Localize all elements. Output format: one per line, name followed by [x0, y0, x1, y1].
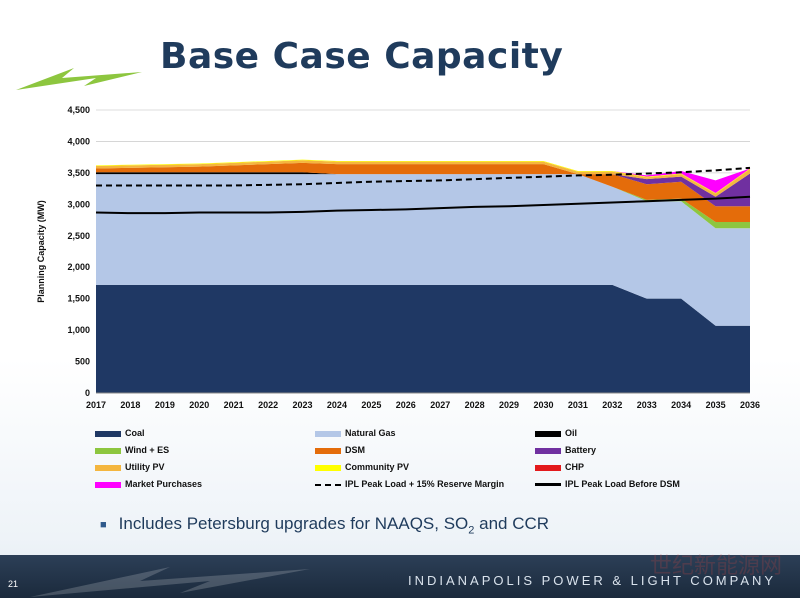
site-watermark: 世纪新能源网 — [649, 554, 782, 579]
legend-item: CHP — [535, 462, 584, 472]
y-tick-label: 2,500 — [67, 231, 90, 241]
x-tick-label: 2022 — [258, 400, 278, 410]
y-tick-label: 4,500 — [67, 105, 90, 115]
legend-swatch — [95, 464, 121, 471]
x-tick-label: 2034 — [671, 400, 691, 410]
y-tick-label: 3,000 — [67, 199, 90, 209]
y-tick-label: 1,500 — [67, 294, 90, 304]
logo-bolt-shape — [16, 68, 142, 90]
legend-swatch — [315, 430, 341, 437]
bullet-text-tail: and CCR — [474, 514, 550, 533]
x-tick-label: 2036 — [740, 400, 760, 410]
x-tick-label: 2025 — [361, 400, 381, 410]
y-tick-label: 2,000 — [67, 262, 90, 272]
y-tick-label: 0 — [85, 388, 90, 398]
x-tick-label: 2031 — [568, 400, 588, 410]
legend-swatch — [95, 447, 121, 454]
legend-label: Market Purchases — [125, 479, 203, 489]
x-tick-label: 2019 — [155, 400, 175, 410]
legend-label: Utility PV — [125, 462, 165, 472]
x-tick-label: 2023 — [293, 400, 313, 410]
legend-solid-line — [535, 483, 561, 487]
y-axis-label: Planning Capacity (MW) — [36, 200, 46, 303]
legend-label: IPL Peak Load Before DSM — [565, 479, 680, 489]
x-tick-label: 2018 — [120, 400, 140, 410]
legend-label: IPL Peak Load + 15% Reserve Margin — [345, 479, 505, 489]
legend-item: Community PV — [315, 462, 409, 472]
footer-bolt-watermark — [30, 567, 310, 597]
x-tick-label: 2017 — [86, 400, 106, 410]
legend-label: Wind + ES — [125, 445, 170, 455]
legend-dashed-line — [315, 483, 341, 486]
bullet-point: ■ Includes Petersburg upgrades for NAAQS,… — [100, 514, 549, 536]
x-tick-label: 2033 — [637, 400, 657, 410]
legend-label: Battery — [565, 445, 597, 455]
legend-item: IPL Peak Load Before DSM — [535, 479, 680, 489]
legend-label: Natural Gas — [345, 428, 396, 438]
x-tick-label: 2035 — [706, 400, 726, 410]
legend-label: CHP — [565, 462, 585, 472]
company-logo — [16, 68, 142, 90]
x-tick-label: 2030 — [533, 400, 553, 410]
legend-swatch — [535, 430, 561, 437]
x-tick-label: 2020 — [189, 400, 209, 410]
legend-label: Community PV — [345, 462, 410, 472]
slide-title: Base Case Capacity — [160, 36, 564, 77]
line-ipl-peak-load-15-reserve-margin — [96, 166, 751, 187]
legend-label: Coal — [125, 428, 145, 438]
capacity-chart: 0 500 1,000 1,500 2,000 2,500 3,000 3,500 4,000 4… — [36, 105, 760, 410]
company-name: INDIANAPOLIS POWER & LIGHT COMPANY — [408, 573, 777, 588]
line-ipl-peak-load-before-dsm — [95, 195, 751, 215]
y-tick-label: 1,000 — [67, 325, 90, 335]
legend-swatch — [535, 464, 561, 471]
page-number: 21 — [8, 579, 19, 589]
y-tick-label: 4,000 — [67, 136, 90, 146]
legend-item: DSM — [315, 445, 365, 455]
x-tick-label: 2027 — [430, 400, 450, 410]
legend-item: Utility PV — [95, 462, 165, 472]
legend-swatch — [315, 447, 341, 454]
y-tick-label: 500 — [75, 357, 90, 367]
legend-swatch — [95, 481, 121, 488]
y-tick-label: 3,500 — [67, 168, 90, 178]
area-dsm — [96, 162, 750, 222]
bullet-square-icon: ■ — [100, 518, 107, 531]
legend-label: DSM — [345, 445, 365, 455]
legend-label: Oil — [565, 428, 578, 438]
legend-swatch — [315, 464, 341, 471]
x-tick-label: 2026 — [396, 400, 416, 410]
area-coal — [96, 284, 750, 393]
legend-swatch — [95, 430, 121, 437]
footer-bar: 21 INDIANAPOLIS POWER & LIGHT COMPANY — [0, 555, 800, 598]
legend-item: Coal — [95, 428, 145, 438]
legend-item: Oil — [535, 428, 577, 438]
x-tick-label: 2029 — [499, 400, 519, 410]
x-tick-label: 2021 — [224, 400, 244, 410]
x-tick-label: 2024 — [327, 400, 347, 410]
legend-swatch — [535, 447, 561, 454]
bullet-text: Includes Petersburg upgrades for NAAQS, … — [118, 514, 469, 533]
legend-item: Market Purchases — [95, 479, 202, 489]
bullet-subscript: 2 — [468, 524, 475, 537]
x-tick-label: 2028 — [465, 400, 485, 410]
legend-item: Wind + ES — [95, 445, 169, 455]
legend-item: IPL Peak Load + 15% Reserve Margin — [315, 479, 504, 489]
legend-item: Battery — [535, 445, 596, 455]
legend-item: Natural Gas — [315, 428, 396, 438]
x-tick-label: 2032 — [602, 400, 622, 410]
